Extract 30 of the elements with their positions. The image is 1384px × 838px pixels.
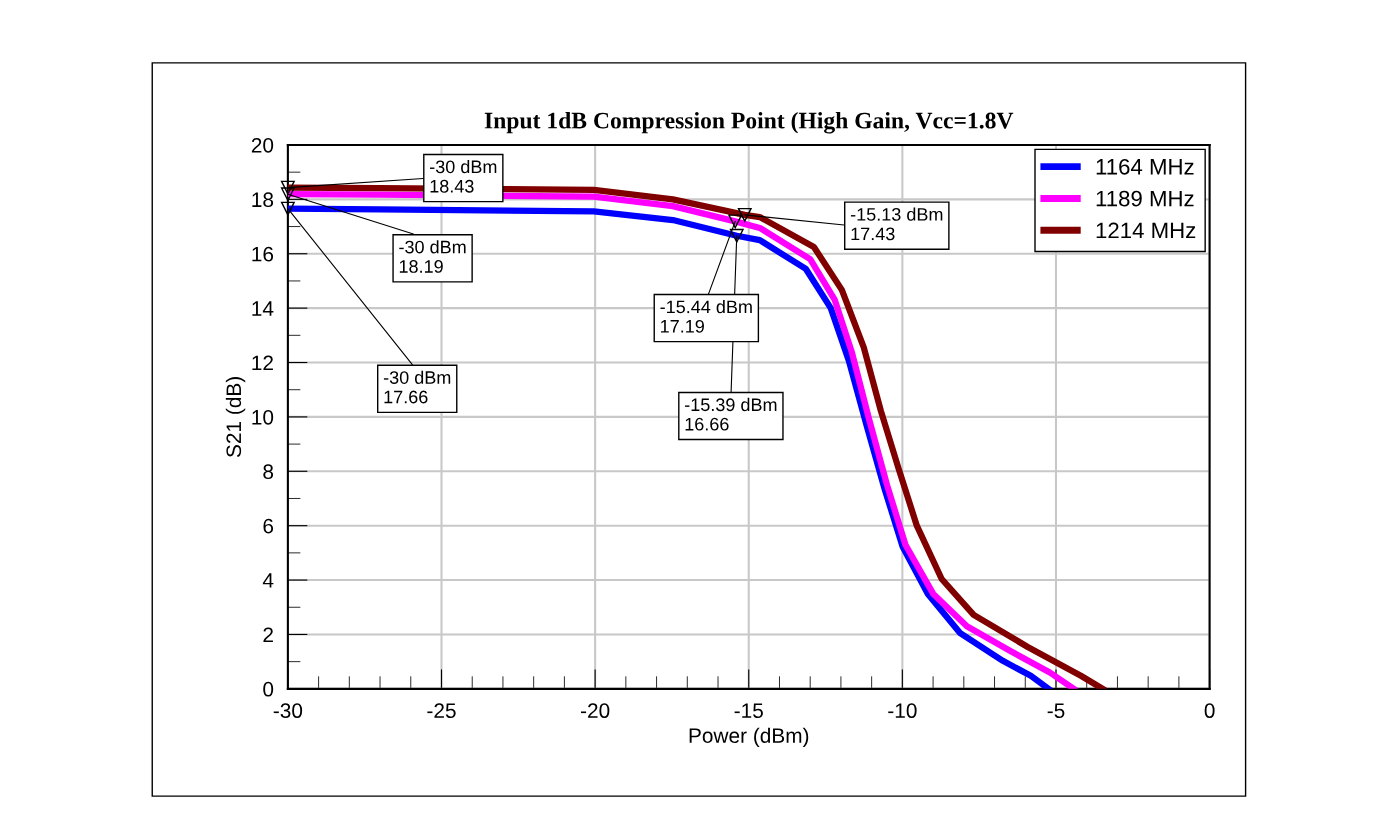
x-tick-label: 0 <box>1204 703 1215 719</box>
legend-label: 1189 MHz <box>1096 190 1194 207</box>
chart-title: Input 1dB Compression Point (High Gain, Vcc=1.8V <box>484 111 1014 134</box>
x-tick-label: -5 <box>1047 703 1065 719</box>
annotation: -15.39 dBm 16.66 <box>685 397 777 431</box>
annotation: -30 dBm 18.43 <box>430 159 497 193</box>
y-tick-label: 20 <box>251 137 274 153</box>
y-tick-label: 18 <box>252 192 274 208</box>
annotation: -15.44 dBm 17.19 <box>660 299 752 333</box>
x-tick-label: -15 <box>734 703 763 719</box>
y-tick-label: 10 <box>252 409 274 425</box>
y-tick-label: 14 <box>252 301 274 316</box>
annotation: -15.13 dBm 17.43 <box>850 207 943 241</box>
x-tick-label: -30 <box>273 703 303 719</box>
y-axis-title: S21 (dB) <box>225 377 246 458</box>
y-tick-label: 6 <box>263 518 274 534</box>
y-tick-label: 16 <box>252 246 274 262</box>
annotation: -30 dBm 17.66 <box>383 370 451 404</box>
x-tick-label: -10 <box>888 703 917 719</box>
legend-label: 1164 MHz <box>1096 158 1194 175</box>
annotation: -30 dBm 18.19 <box>399 240 466 273</box>
y-tick-label: 12 <box>252 355 273 371</box>
legend-label: 1214 MHz <box>1096 222 1196 239</box>
y-tick-label: 2 <box>263 627 273 642</box>
x-axis-title: Power (dBm) <box>689 727 809 748</box>
x-tick-label: -20 <box>580 703 610 719</box>
y-tick-label: 8 <box>263 464 274 480</box>
x-tick-label: -25 <box>427 703 456 719</box>
y-tick-label: 0 <box>263 681 274 697</box>
y-tick-label: 4 <box>262 573 274 588</box>
